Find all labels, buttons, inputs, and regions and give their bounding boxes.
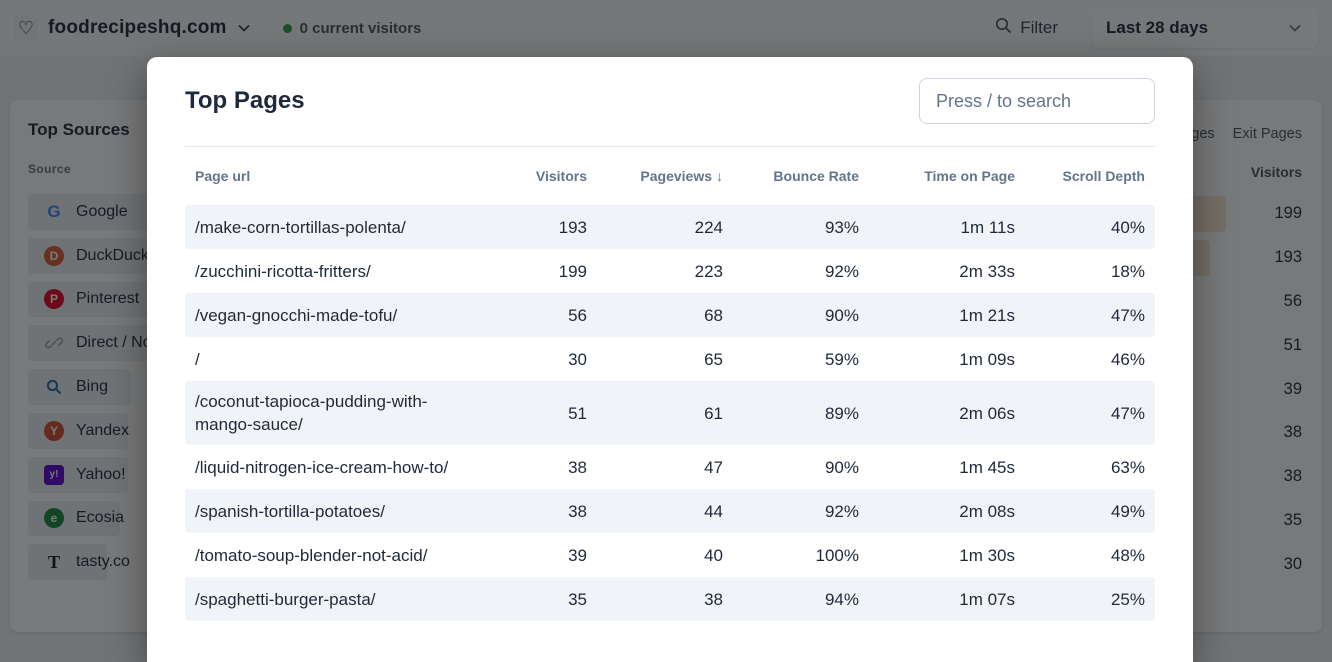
column-header-label: Pageviews — [640, 168, 712, 184]
column-header-page-url[interactable]: Page url — [185, 168, 477, 184]
column-header-visitors[interactable]: Visitors — [477, 168, 587, 184]
cell-url: /liquid-nitrogen-ice-cream-how-to/ — [195, 457, 449, 477]
sort-descending-icon: ↓ — [716, 168, 723, 184]
cell-pageviews: 68 — [704, 305, 723, 325]
divider — [185, 146, 1155, 147]
cell-pageviews: 224 — [694, 217, 723, 237]
table-row[interactable]: /zucchini-ricotta-fritters/199 223 92% 2m 3… — [185, 249, 1155, 293]
cell-bounce-rate: 93% — [824, 217, 859, 237]
cell-scroll-depth: 46% — [1110, 349, 1145, 369]
cell-visitors: 38 — [568, 457, 587, 477]
table-row[interactable]: /spaghetti-burger-pasta/35 38 94% 1m 07s 25% — [185, 577, 1155, 621]
table-body: /make-corn-tortillas-polenta/193 224 93% 1m… — [185, 205, 1155, 621]
cell-bounce-rate: 100% — [815, 545, 859, 565]
cell-time-on-page: 1m 45s — [959, 457, 1015, 477]
cell-pageviews: 40 — [704, 545, 723, 565]
cell-pageviews: 47 — [704, 457, 723, 477]
cell-time-on-page: 2m 06s — [959, 403, 1015, 423]
cell-bounce-rate: 90% — [824, 457, 859, 477]
cell-visitors: 193 — [558, 217, 587, 237]
column-header-time-on-page[interactable]: Time on Page — [859, 168, 1015, 184]
cell-visitors: 30 — [568, 349, 587, 369]
cell-scroll-depth: 48% — [1110, 545, 1145, 565]
modal-title: Top Pages — [185, 87, 305, 114]
cell-scroll-depth: 47% — [1110, 403, 1145, 423]
cell-scroll-depth: 47% — [1110, 305, 1145, 325]
table-row[interactable]: /spanish-tortilla-potatoes/38 44 92% 2m 08s… — [185, 489, 1155, 533]
cell-scroll-depth: 63% — [1110, 457, 1145, 477]
cell-url: /vegan-gnocchi-made-tofu/ — [195, 305, 398, 325]
column-header-label: Visitors — [535, 168, 587, 184]
column-header-label: Bounce Rate — [773, 168, 859, 184]
cell-pageviews: 44 — [704, 501, 723, 521]
cell-url: /tomato-soup-blender-not-acid/ — [195, 545, 428, 565]
cell-bounce-rate: 90% — [824, 305, 859, 325]
table-row[interactable]: / 30 65 59% 1m 09s 46% — [185, 337, 1155, 381]
column-header-scroll-depth[interactable]: Scroll Depth — [1015, 168, 1155, 184]
cell-visitors: 51 — [568, 403, 587, 423]
column-header-label: Scroll Depth — [1062, 168, 1145, 184]
search-input[interactable] — [919, 78, 1155, 124]
cell-url: /zucchini-ricotta-fritters/ — [195, 261, 371, 281]
cell-visitors: 56 — [568, 305, 587, 325]
column-header-bounce-rate[interactable]: Bounce Rate — [723, 168, 859, 184]
cell-pageviews: 223 — [694, 261, 723, 281]
cell-pageviews: 61 — [704, 403, 723, 423]
cell-visitors: 199 — [558, 261, 587, 281]
cell-time-on-page: 2m 33s — [959, 261, 1015, 281]
cell-bounce-rate: 94% — [824, 589, 859, 609]
table-row[interactable]: /coconut-tapioca-pudding-with-mango-sauc… — [185, 381, 1155, 445]
cell-bounce-rate: 59% — [824, 349, 859, 369]
cell-time-on-page: 1m 09s — [959, 349, 1015, 369]
cell-url: / — [195, 349, 200, 369]
cell-time-on-page: 1m 07s — [959, 589, 1015, 609]
cell-time-on-page: 2m 08s — [959, 501, 1015, 521]
cell-bounce-rate: 92% — [824, 261, 859, 281]
cell-visitors: 39 — [568, 545, 587, 565]
cell-scroll-depth: 25% — [1110, 589, 1145, 609]
column-header-label: Time on Page — [924, 168, 1015, 184]
cell-time-on-page: 1m 21s — [959, 305, 1015, 325]
cell-url: /coconut-tapioca-pudding-with-mango-sauc… — [195, 392, 428, 434]
cell-url: /spaghetti-burger-pasta/ — [195, 589, 376, 609]
table-header: Page url Visitors Pageviews ↓ Bounce Rate Tim… — [185, 147, 1155, 205]
cell-pageviews: 65 — [704, 349, 723, 369]
cell-scroll-depth: 40% — [1110, 217, 1145, 237]
cell-scroll-depth: 49% — [1110, 501, 1145, 521]
cell-bounce-rate: 92% — [824, 501, 859, 521]
top-pages-table: Page url Visitors Pageviews ↓ Bounce Rate Tim… — [185, 147, 1155, 621]
table-row[interactable]: /vegan-gnocchi-made-tofu/56 68 90% 1m 21s 47… — [185, 293, 1155, 337]
cell-url: /spanish-tortilla-potatoes/ — [195, 501, 385, 521]
cell-scroll-depth: 18% — [1110, 261, 1145, 281]
cell-time-on-page: 1m 11s — [960, 217, 1016, 237]
table-row[interactable]: /liquid-nitrogen-ice-cream-how-to/38 47 90… — [185, 445, 1155, 489]
cell-visitors: 38 — [568, 501, 587, 521]
table-row[interactable]: /make-corn-tortillas-polenta/193 224 93% 1m… — [185, 205, 1155, 249]
cell-pageviews: 38 — [704, 589, 723, 609]
cell-visitors: 35 — [568, 589, 587, 609]
cell-url: /make-corn-tortillas-polenta/ — [195, 217, 406, 237]
column-header-pageviews[interactable]: Pageviews ↓ — [587, 168, 723, 184]
table-row[interactable]: /tomato-soup-blender-not-acid/39 40 100% 1m… — [185, 533, 1155, 577]
cell-time-on-page: 1m 30s — [959, 545, 1015, 565]
cell-bounce-rate: 89% — [824, 403, 859, 423]
top-pages-modal: Top Pages Page urlVisitorsPageviews↓Boun… — [147, 57, 1193, 662]
column-header-label: Page url — [195, 168, 251, 184]
